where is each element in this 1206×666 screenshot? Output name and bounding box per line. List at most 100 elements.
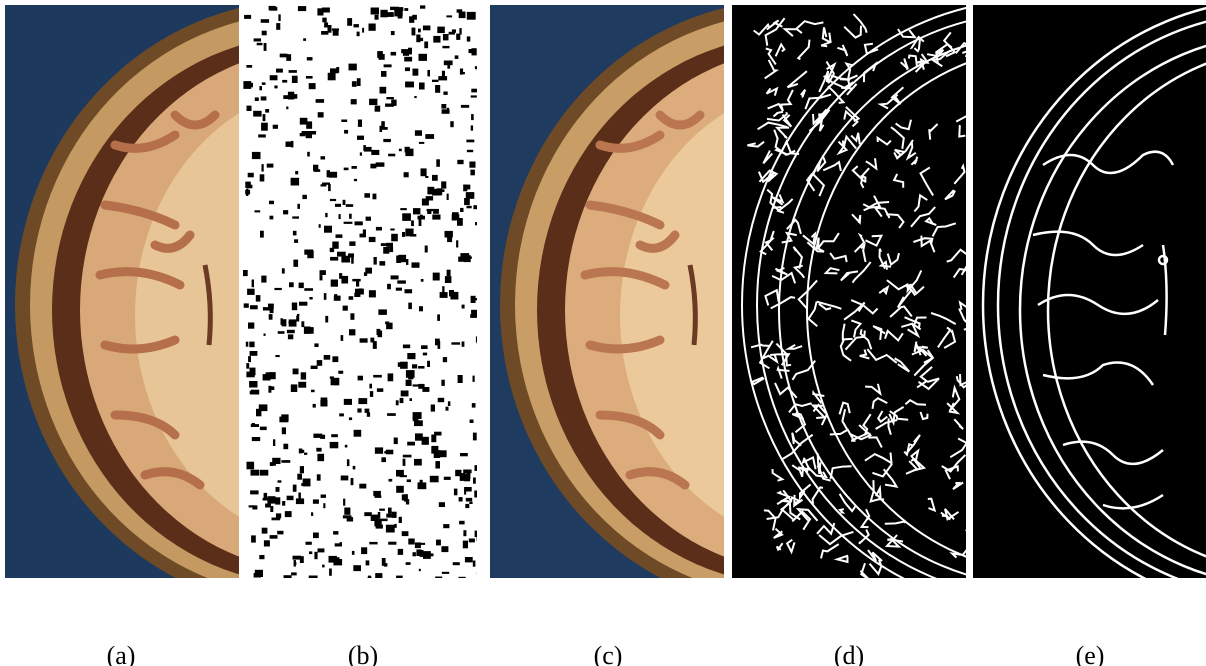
speck	[421, 168, 427, 176]
speck	[467, 36, 471, 41]
speck	[358, 376, 363, 381]
speck	[407, 479, 411, 482]
panel-label: (b)	[348, 641, 378, 666]
speck	[295, 171, 298, 174]
speck	[408, 539, 414, 545]
speck	[306, 76, 313, 79]
speck	[432, 446, 439, 450]
speck	[331, 434, 338, 437]
speck	[264, 334, 266, 336]
speck	[272, 518, 281, 521]
speck	[317, 474, 321, 480]
speck	[261, 19, 269, 23]
speck	[405, 149, 413, 157]
speck	[282, 501, 285, 506]
speck	[352, 279, 360, 282]
speck	[244, 15, 251, 19]
speck	[260, 470, 269, 476]
speck	[292, 76, 298, 83]
speck	[250, 351, 258, 356]
speck	[331, 280, 338, 287]
speck	[403, 459, 406, 466]
speck	[485, 91, 489, 98]
speck	[285, 511, 292, 517]
speck	[385, 104, 394, 107]
speck	[303, 479, 311, 487]
speck	[251, 424, 259, 427]
speck	[458, 221, 463, 224]
speck	[353, 466, 356, 470]
speck	[485, 101, 490, 104]
speck	[352, 166, 357, 169]
speck	[391, 31, 395, 35]
speck	[252, 152, 261, 159]
speck	[291, 384, 298, 392]
speck	[317, 360, 323, 366]
speck	[419, 83, 425, 90]
speck	[483, 37, 491, 44]
speck	[478, 481, 487, 485]
speck	[320, 275, 323, 280]
speck	[470, 314, 477, 318]
speck	[246, 342, 249, 347]
speck	[467, 150, 473, 152]
speck	[478, 8, 486, 16]
speck	[419, 142, 424, 144]
speck	[445, 276, 452, 283]
speck	[386, 525, 395, 533]
speck	[416, 549, 421, 556]
speck	[357, 136, 364, 140]
speck	[349, 64, 357, 71]
speck	[455, 470, 461, 476]
speck	[375, 15, 379, 20]
speck	[355, 221, 363, 225]
speck	[330, 442, 339, 448]
speck	[376, 162, 385, 166]
speck	[394, 438, 398, 445]
speck	[371, 150, 379, 155]
speck	[328, 184, 331, 191]
speck	[475, 298, 480, 300]
speck	[414, 459, 422, 466]
speck	[274, 86, 277, 89]
speck	[475, 465, 477, 471]
speck	[362, 28, 364, 33]
speck	[304, 250, 313, 255]
speck	[373, 194, 377, 200]
speck	[450, 292, 458, 300]
speck	[248, 173, 254, 178]
speck	[456, 240, 458, 247]
speck	[256, 295, 261, 302]
panel-label: (a)	[107, 641, 136, 666]
speck	[345, 445, 348, 448]
speck	[357, 32, 360, 37]
speck	[431, 405, 435, 412]
speck	[406, 259, 408, 265]
speck	[318, 548, 325, 552]
speck	[402, 213, 411, 221]
speck	[422, 437, 429, 445]
speck	[331, 378, 340, 386]
speck	[464, 489, 466, 494]
speck	[291, 141, 293, 148]
speck	[292, 303, 297, 311]
speck	[470, 170, 475, 176]
speck	[294, 239, 298, 243]
speck	[388, 508, 392, 514]
speck	[322, 18, 326, 23]
speck	[264, 540, 270, 546]
speck	[307, 57, 313, 60]
speck	[359, 484, 366, 489]
speck	[435, 85, 440, 93]
speck	[364, 512, 372, 516]
speck	[447, 194, 449, 200]
speck	[477, 341, 481, 344]
speck	[284, 575, 292, 580]
speck	[374, 494, 376, 497]
speck	[408, 48, 412, 55]
speck	[270, 386, 274, 390]
speck	[396, 486, 404, 493]
panel-label: (d)	[834, 641, 864, 666]
speck	[354, 24, 359, 27]
speck	[250, 305, 258, 309]
